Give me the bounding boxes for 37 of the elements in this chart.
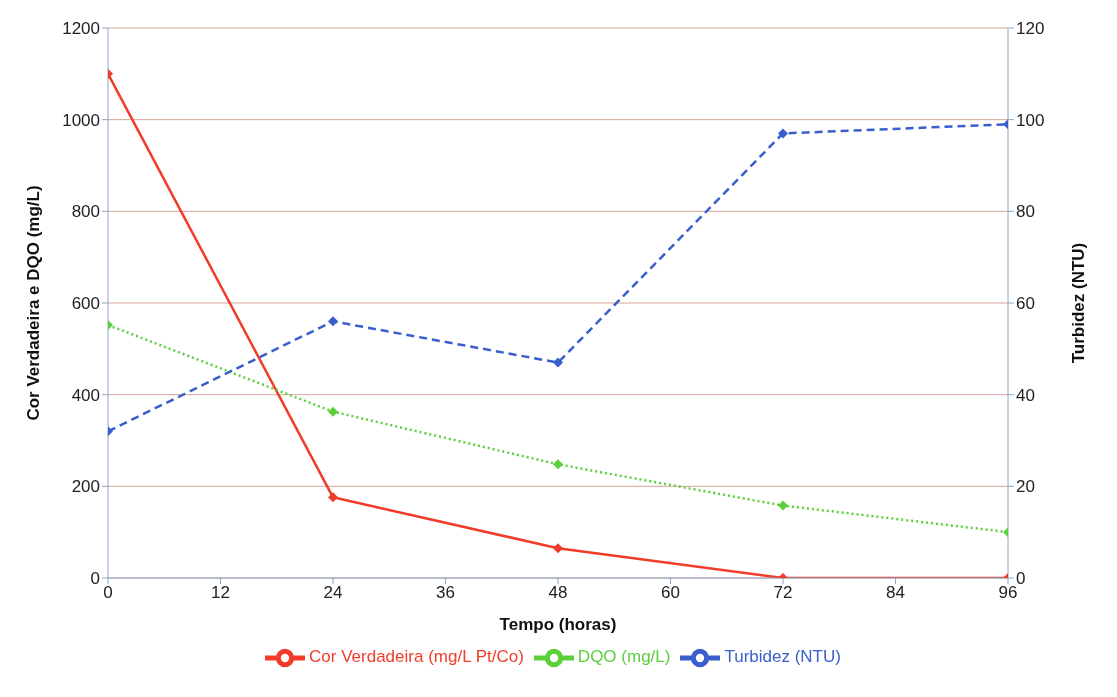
x-tick-label: 60: [661, 583, 680, 603]
x-tick-label: 72: [773, 583, 793, 603]
point: [778, 128, 788, 139]
y-tick-label: 1200: [62, 19, 100, 39]
x-tick-label: 96: [998, 583, 1018, 603]
x-tick-label: 84: [886, 583, 905, 603]
x-tick-label: 24: [323, 583, 343, 603]
y2-tick-label: 100: [1016, 110, 1045, 130]
legend-label: Turbidez (NTU): [724, 647, 841, 667]
point: [328, 492, 338, 503]
y2-tick-label: 40: [1016, 385, 1035, 405]
y2-tick-label: 20: [1016, 477, 1035, 497]
y2-tick-label: 60: [1016, 294, 1035, 314]
x-tick-label: 36: [436, 583, 455, 603]
x-tick-label: 48: [548, 583, 568, 603]
x-axis-title: Tempo (horas): [499, 615, 617, 634]
y2-axis-title: Turbidez (NTU): [1069, 242, 1089, 364]
point: [553, 543, 563, 554]
x-tick-label: 12: [211, 583, 230, 603]
legend-label: DQO (mg/L): [577, 647, 671, 667]
point: [328, 316, 338, 327]
y-tick-label: 1000: [62, 110, 100, 130]
point: [553, 357, 563, 368]
y-axis-title: Cor Verdadeira e DQO (mg/L): [24, 185, 44, 421]
point: [778, 500, 788, 511]
y2-tick-label: 80: [1016, 202, 1035, 222]
y-tick-label: 600: [71, 294, 100, 314]
y-tick-label: 400: [71, 385, 100, 405]
y-tick-label: 0: [90, 569, 100, 589]
y2-tick-label: 120: [1016, 19, 1045, 39]
point: [553, 459, 563, 470]
y2-tick-label: 0: [1016, 569, 1026, 589]
y-tick-label: 800: [71, 202, 100, 222]
point: [328, 406, 338, 417]
y-tick-label: 200: [71, 477, 100, 497]
legend-label: Cor Verdadeira (mg/L Pt/Co): [309, 647, 524, 667]
x-tick-label: 0: [103, 583, 113, 603]
